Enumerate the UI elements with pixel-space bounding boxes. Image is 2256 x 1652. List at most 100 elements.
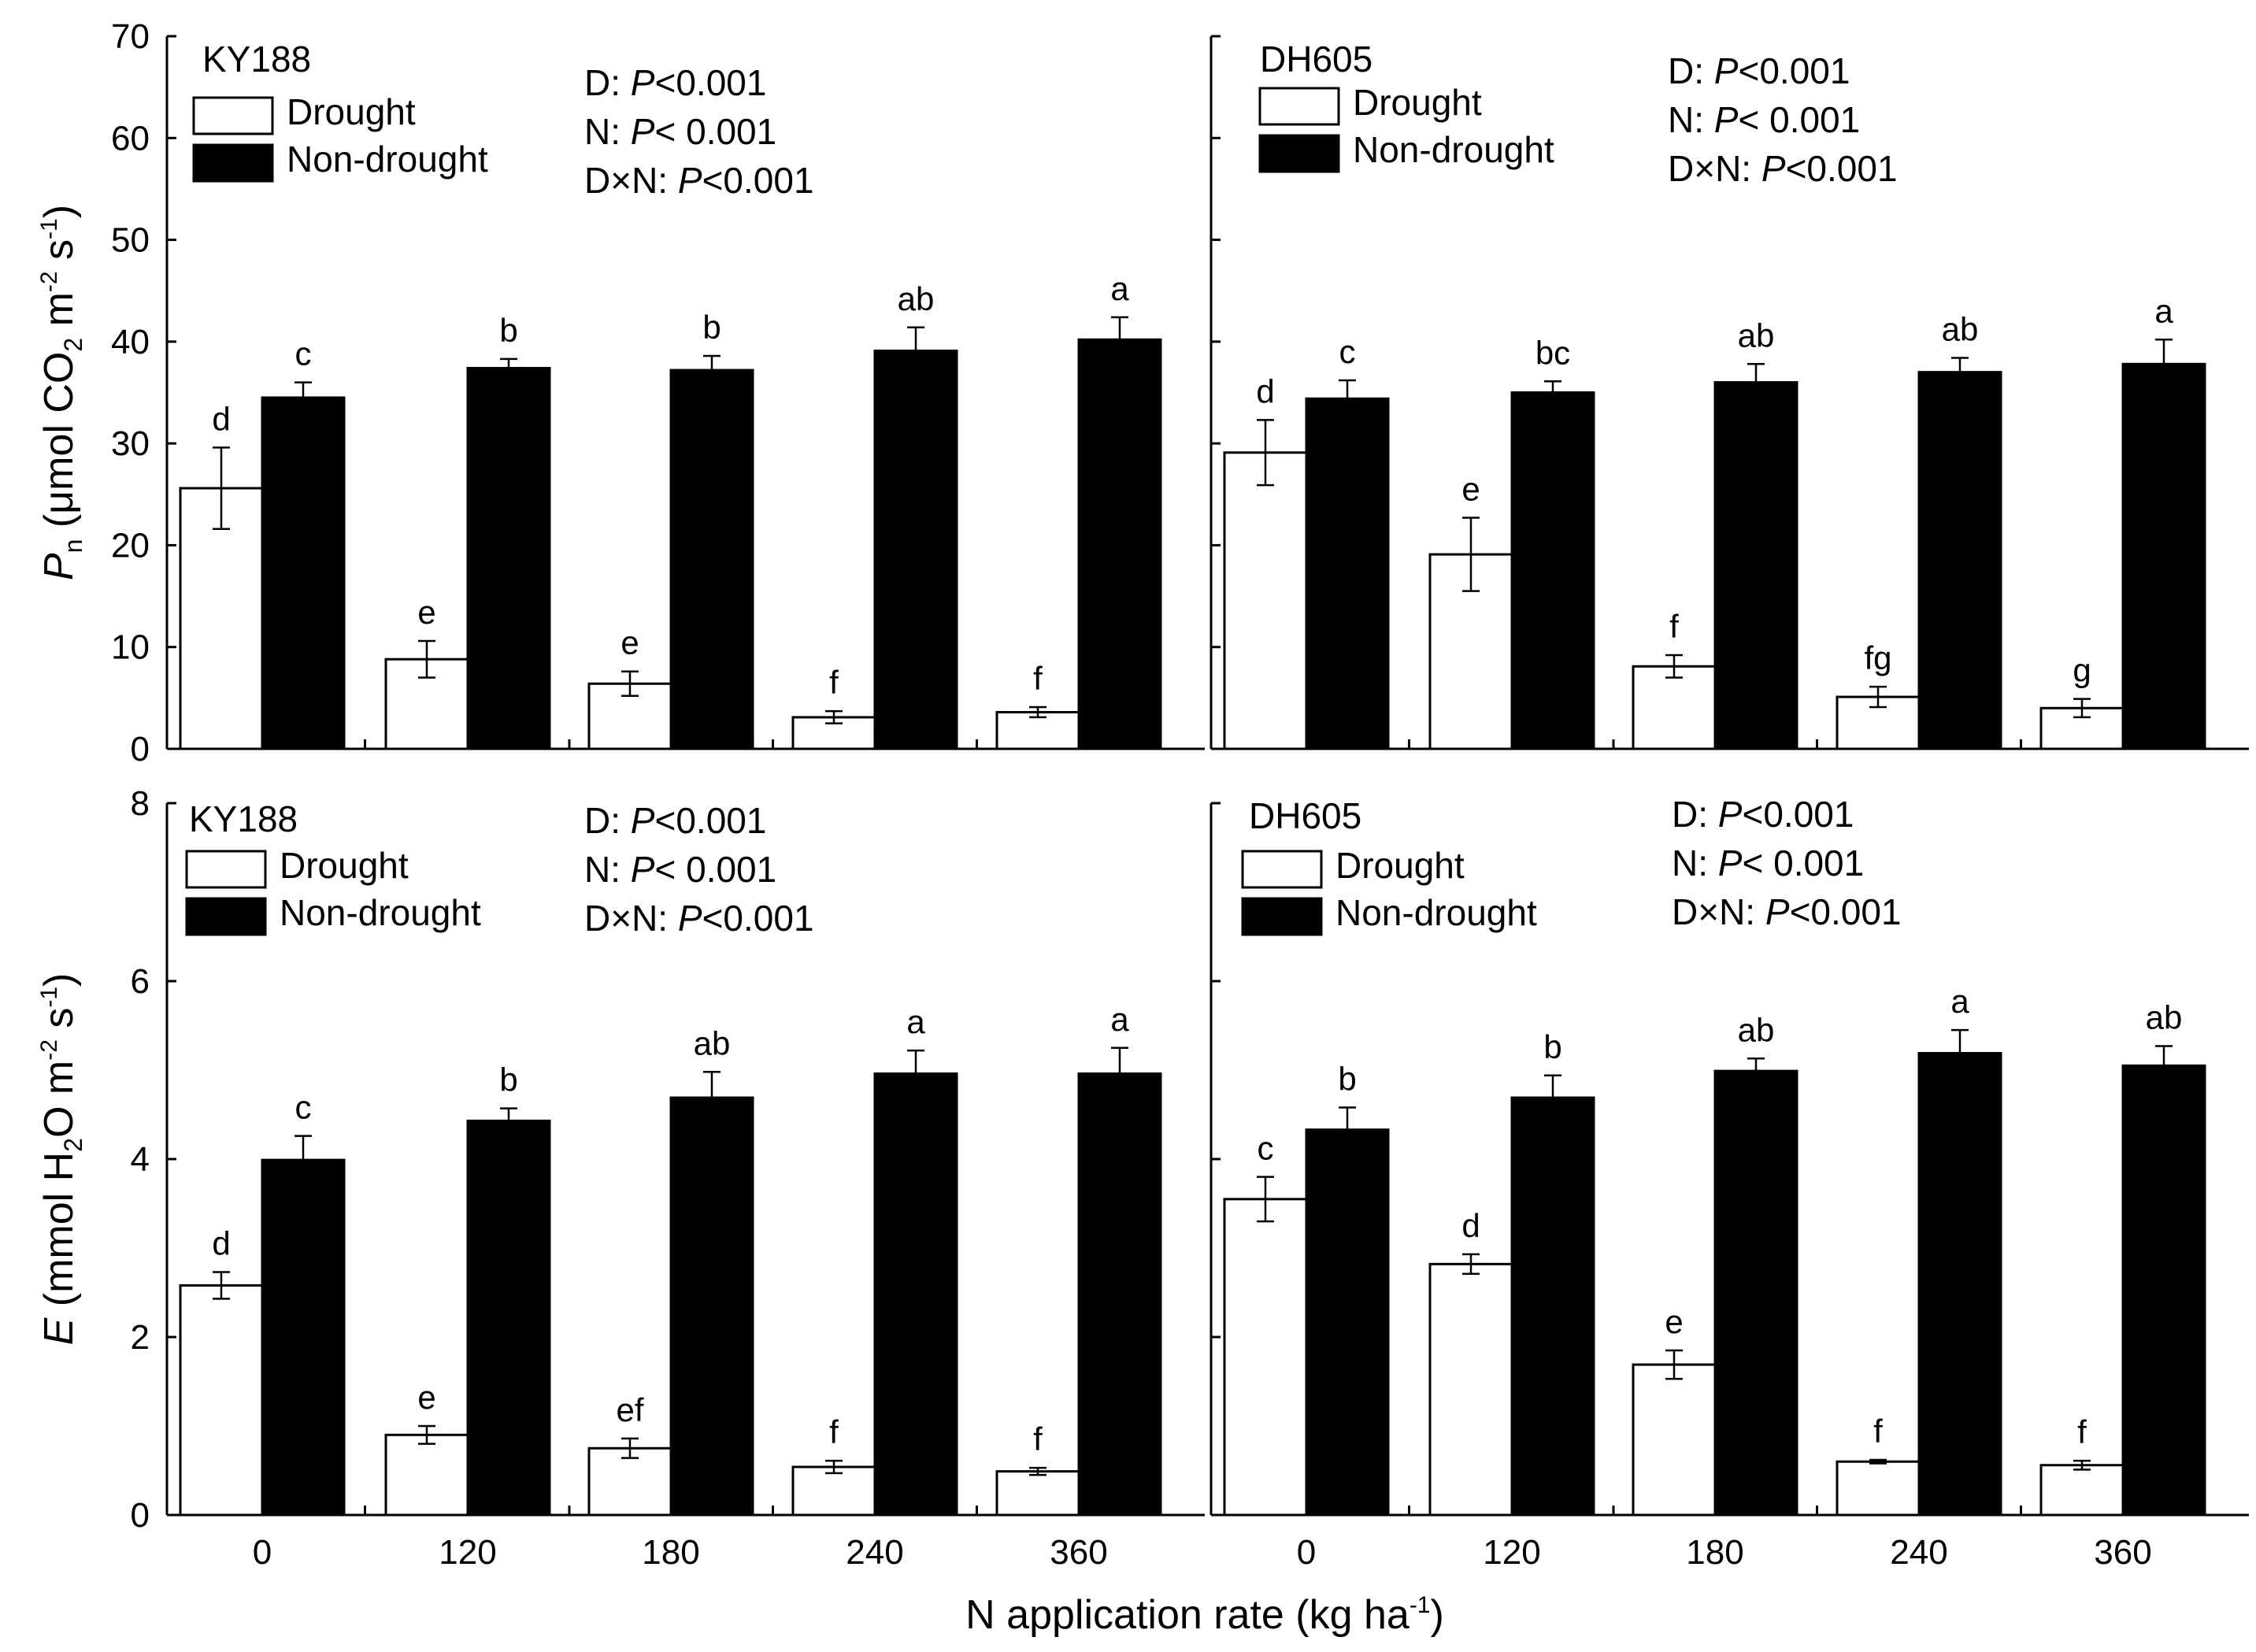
stat-p: P bbox=[1718, 843, 1743, 883]
stat-value: < 0.001 bbox=[1738, 99, 1860, 140]
bar-non-drought bbox=[466, 1119, 551, 1517]
error-bar bbox=[1665, 654, 1683, 679]
significance-letter: f bbox=[1033, 660, 1043, 697]
y-title-open: (μmol CO bbox=[36, 352, 82, 539]
y-title-mid2: s bbox=[36, 239, 82, 271]
legend-swatch-non-drought bbox=[1258, 134, 1340, 173]
y-tick-label: 50 bbox=[111, 221, 150, 260]
error-bar bbox=[418, 1424, 435, 1445]
legend-swatch-drought bbox=[192, 96, 274, 135]
y-title-open: (mmol H bbox=[36, 1152, 82, 1318]
significance-letter: ab bbox=[1942, 311, 1979, 348]
y-tick-label: 70 bbox=[111, 17, 150, 56]
error-bar bbox=[1339, 1106, 1356, 1154]
stat-p: P bbox=[631, 111, 655, 152]
bar-drought bbox=[384, 1433, 469, 1517]
y-tick-label: 0 bbox=[131, 1496, 150, 1535]
significance-letter: c bbox=[1258, 1130, 1274, 1167]
stat-factor: D×N: bbox=[1668, 148, 1761, 189]
y-title-chem-sub: 2 bbox=[59, 338, 87, 352]
significance-letter: d bbox=[212, 400, 230, 437]
y-title-close: ) bbox=[36, 205, 82, 218]
significance-letter: ab bbox=[1738, 317, 1775, 354]
y-title-symbol-sub: n bbox=[59, 539, 87, 554]
stat-factor: D: bbox=[1672, 794, 1718, 835]
stat-value: < 0.001 bbox=[654, 111, 776, 152]
legend-label-drought: Drought bbox=[1335, 845, 1465, 886]
stat-line: N: P< 0.001 bbox=[1672, 843, 1864, 883]
legend-swatch-non-drought bbox=[185, 897, 267, 936]
error-bar bbox=[1257, 419, 1274, 487]
stat-p: P bbox=[631, 849, 655, 890]
x-tick-label: 0 bbox=[1297, 1533, 1316, 1572]
stat-value: <0.001 bbox=[1738, 50, 1850, 91]
x-axis-title: N application rate (kg ha-1) bbox=[965, 1592, 1444, 1638]
y-tick-label: 4 bbox=[131, 1140, 150, 1179]
bar-drought bbox=[2039, 1464, 2124, 1517]
x-tick-label: 240 bbox=[846, 1533, 903, 1572]
error-bar bbox=[1544, 380, 1561, 405]
y-title-sup1: -2 bbox=[36, 271, 62, 292]
error-bar bbox=[1747, 363, 1765, 402]
stat-p: P bbox=[1765, 891, 1790, 932]
significance-letter: e bbox=[1665, 1303, 1683, 1340]
legend-swatch-drought bbox=[1241, 850, 1323, 889]
bar-drought bbox=[1428, 1262, 1513, 1517]
bar-non-drought bbox=[2121, 1064, 2206, 1517]
stat-value: <0.001 bbox=[1786, 148, 1898, 189]
error-bar bbox=[2155, 339, 2173, 390]
stat-line: D×N: P<0.001 bbox=[1672, 891, 1902, 932]
error-bar bbox=[1462, 1253, 1480, 1276]
significance-letter: e bbox=[620, 624, 639, 661]
error-bar bbox=[703, 354, 721, 386]
bar-non-drought bbox=[1917, 1052, 2002, 1517]
legend-label-non-drought: Non-drought bbox=[287, 139, 488, 180]
stat-p: P bbox=[631, 800, 655, 841]
y-title-mid: m bbox=[36, 292, 82, 338]
legend-label-drought: Drought bbox=[1353, 82, 1482, 123]
error-bar bbox=[2073, 698, 2091, 719]
stat-line: D: P<0.001 bbox=[1668, 50, 1850, 91]
significance-letter: f bbox=[829, 1413, 839, 1450]
y-tick-label: 20 bbox=[111, 526, 150, 565]
stat-value: <0.001 bbox=[1790, 891, 1902, 932]
error-bar bbox=[1029, 706, 1047, 719]
x-tick-label: 120 bbox=[1483, 1533, 1540, 1572]
error-bar bbox=[703, 1071, 721, 1125]
error-bar bbox=[1665, 1349, 1683, 1380]
x-tick-label: 180 bbox=[1686, 1533, 1743, 1572]
bar-non-drought bbox=[873, 349, 958, 750]
bar-drought bbox=[1632, 665, 1717, 750]
bar-drought bbox=[995, 1470, 1080, 1517]
legend-swatch-non-drought bbox=[192, 143, 274, 183]
significance-letter: f bbox=[1033, 1420, 1043, 1458]
bar-non-drought bbox=[1917, 371, 2002, 750]
stat-p: P bbox=[1714, 50, 1739, 91]
y-tick-label: 6 bbox=[131, 962, 150, 1001]
stat-p: P bbox=[1714, 99, 1739, 140]
error-bar bbox=[1339, 379, 1356, 418]
significance-letter: c bbox=[295, 335, 312, 372]
stat-p: P bbox=[631, 62, 655, 103]
error-bar bbox=[1462, 517, 1480, 592]
stat-p: P bbox=[678, 160, 702, 201]
stat-line: D×N: P<0.001 bbox=[584, 160, 814, 201]
bar-drought bbox=[1632, 1363, 1717, 1517]
legend-label-drought: Drought bbox=[280, 845, 409, 886]
bar-non-drought bbox=[2121, 362, 2206, 750]
significance-letter: ab bbox=[1738, 1011, 1775, 1048]
error-bar bbox=[295, 1135, 312, 1185]
panel-0-0: 0 10 20 30 40 50 60 70 d e e f f c b b ab a KY188 Drought No… bbox=[111, 17, 1205, 769]
error-bar bbox=[500, 357, 517, 379]
error-bar bbox=[500, 1107, 517, 1135]
stat-value: < 0.001 bbox=[1742, 843, 1864, 883]
error-bar bbox=[1951, 1028, 1969, 1078]
y-title-symbol: E bbox=[36, 1317, 82, 1345]
y-tick-label: 8 bbox=[131, 784, 150, 823]
stat-value: <0.001 bbox=[1742, 794, 1854, 835]
bar-non-drought bbox=[1305, 1128, 1390, 1517]
significance-letter: ab bbox=[898, 280, 935, 317]
y-title-mid: O m bbox=[36, 1061, 82, 1138]
